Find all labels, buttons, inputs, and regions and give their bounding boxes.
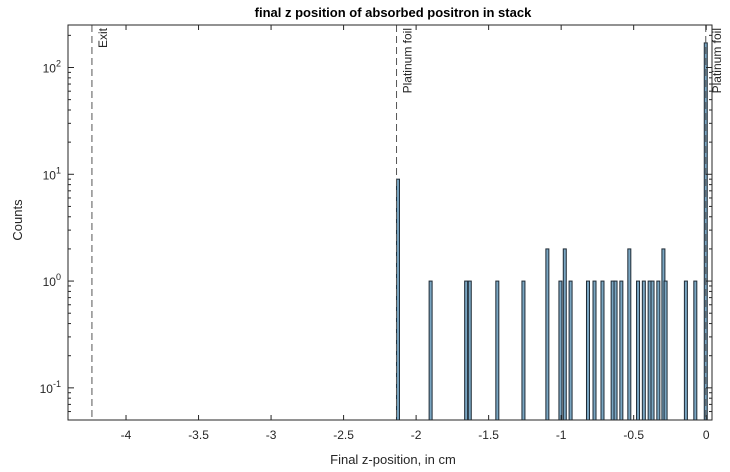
histogram-bar xyxy=(636,280,641,421)
histogram-bar xyxy=(521,280,526,421)
x-tick-label: -2.5 xyxy=(333,428,354,442)
histogram-bar xyxy=(627,248,632,421)
histogram-bar xyxy=(467,280,472,421)
x-tick-label: -2 xyxy=(411,428,422,442)
chart-title: final z position of absorbed positron in… xyxy=(255,5,532,20)
x-tick-label: 0 xyxy=(703,428,710,442)
axes-box xyxy=(67,24,713,421)
y-tick-label: 102 xyxy=(43,58,61,75)
histogram-bar xyxy=(562,248,567,421)
reference-line-label: Exit xyxy=(96,27,110,48)
histogram-bar xyxy=(600,280,605,421)
histogram-bar xyxy=(650,280,655,421)
histogram-bar xyxy=(693,280,698,421)
histogram-bar xyxy=(613,280,618,421)
histogram-bar xyxy=(592,280,597,421)
y-axis-label: Counts xyxy=(10,199,25,241)
x-tick-label: -3 xyxy=(266,428,277,442)
histogram-bar xyxy=(558,280,563,421)
histogram-bar xyxy=(428,280,433,421)
x-tick-label: -1.5 xyxy=(478,428,499,442)
x-tick-label: -3.5 xyxy=(188,428,209,442)
histogram-bar xyxy=(703,42,708,421)
x-tick-label: -4 xyxy=(121,428,132,442)
histogram-bar xyxy=(641,280,646,421)
histogram-bar xyxy=(656,280,661,421)
histogram-bar xyxy=(585,280,590,421)
x-tick-label: -0.5 xyxy=(623,428,644,442)
histogram-bar xyxy=(663,280,668,421)
histogram-bar xyxy=(495,280,500,421)
y-tick-label: 101 xyxy=(43,165,61,182)
y-tick-label: 10-1 xyxy=(40,379,61,396)
x-axis-label: Final z-position, in cm xyxy=(330,452,456,467)
histogram-bar xyxy=(619,280,624,421)
reference-line-label: Platinum foil xyxy=(710,28,724,93)
histogram-bar xyxy=(568,280,573,421)
plot-area: Exit Platinum foil Platinum foil -4 -3.5 -3 -2… xyxy=(40,24,724,442)
y-tick-label: 100 xyxy=(43,272,61,289)
reference-line-label: Platinum foil xyxy=(401,28,415,93)
x-tick-label: -1 xyxy=(556,428,567,442)
histogram-bar xyxy=(545,248,550,421)
histogram-bar xyxy=(464,280,469,421)
histogram-bar xyxy=(683,280,688,421)
